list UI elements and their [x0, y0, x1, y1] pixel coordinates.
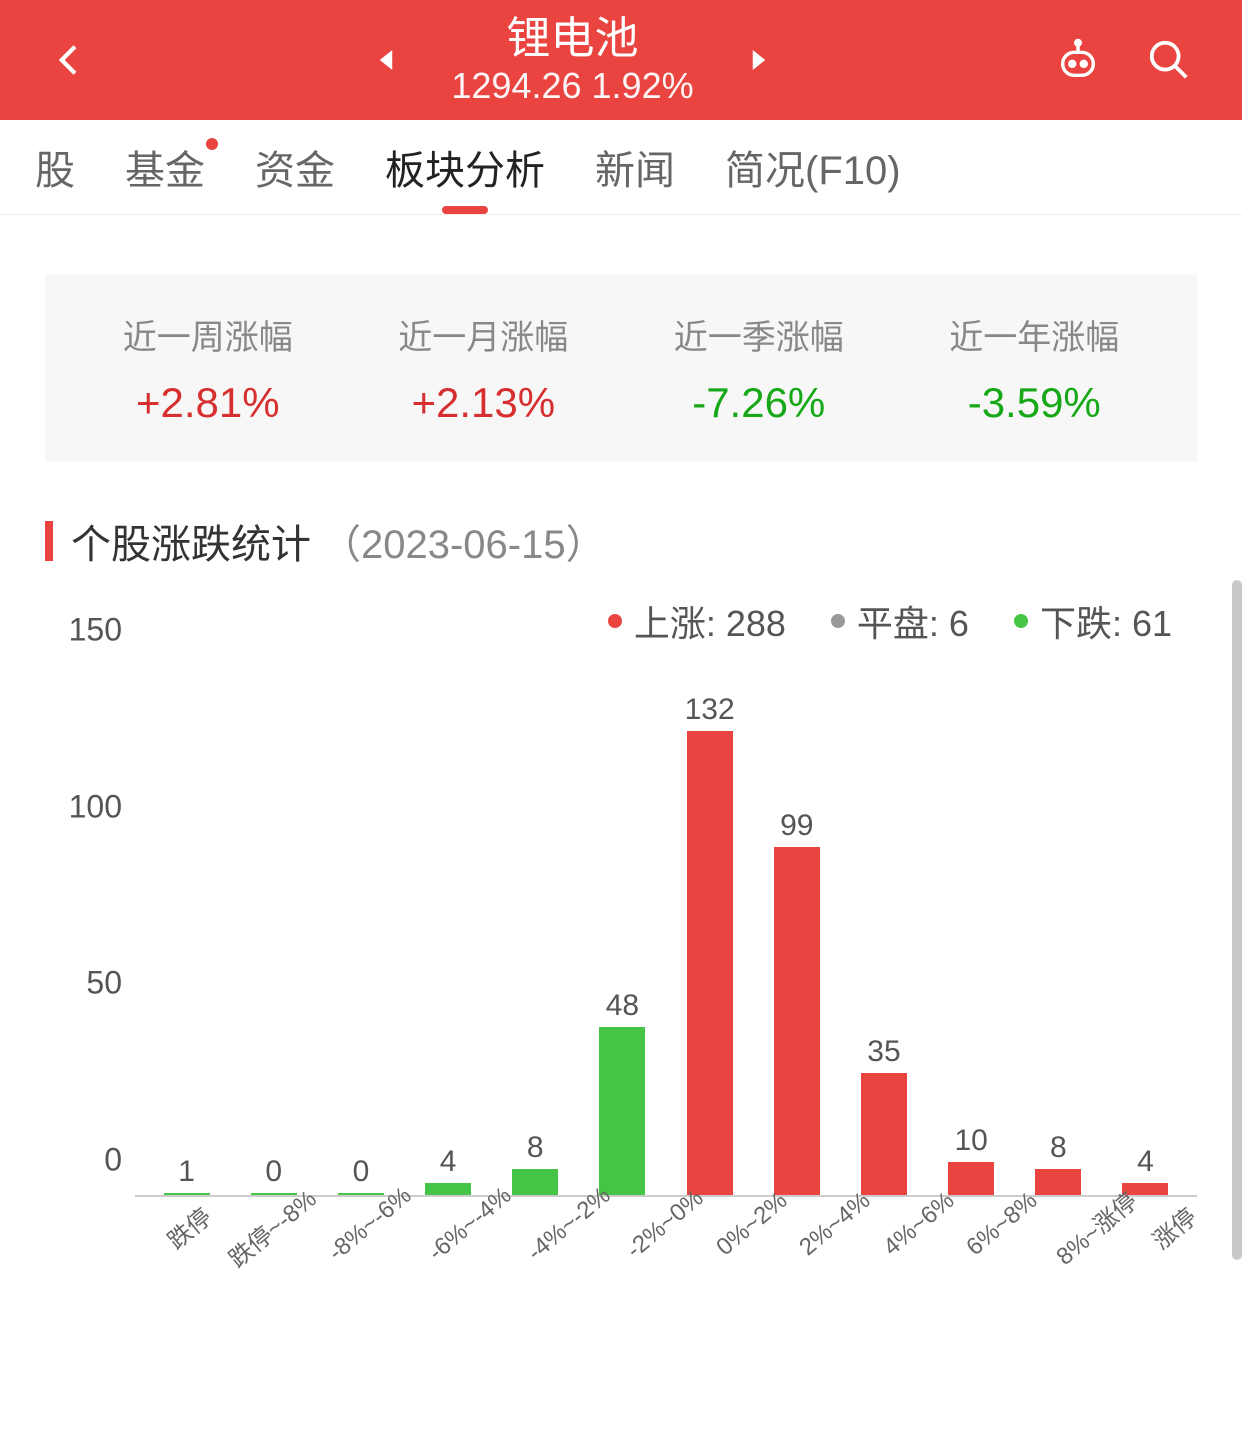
header-center: 锂电池 1294.26 1.92%: [90, 13, 1055, 108]
chart-legend: 上涨: 288 平盘: 6 下跌: 61: [0, 595, 1242, 647]
bar-col: 132: [666, 667, 753, 1197]
stat-label: 近一周涨幅: [123, 310, 293, 359]
stat-value: +2.13%: [398, 379, 568, 427]
stat-col: 近一周涨幅 +2.81%: [123, 310, 293, 427]
bar-col: 99: [753, 667, 840, 1197]
bar-value: 8: [527, 1131, 544, 1165]
x-labels: 跌停跌停~-8%-8%~-6%-6%~-4%-4%~-2%-2%~0%0%~2%…: [135, 1197, 1197, 1287]
header-bar: 锂电池 1294.26 1.92%: [0, 0, 1242, 120]
tab-indicator: [442, 206, 488, 214]
bar: [687, 731, 733, 1197]
scrollbar-thumb[interactable]: [1232, 580, 1242, 1260]
tab-资金[interactable]: 资金: [230, 120, 360, 214]
clipped-content: [0, 225, 1242, 245]
stat-col: 近一月涨幅 +2.13%: [398, 310, 568, 427]
bar-col: 10: [928, 667, 1015, 1197]
legend-text: 上涨: 288: [634, 595, 786, 647]
bar: [861, 1073, 907, 1197]
y-tick: 100: [69, 788, 122, 825]
y-tick: 0: [104, 1142, 122, 1179]
bar-col: 35: [840, 667, 927, 1197]
bar-value: 48: [606, 989, 639, 1023]
bar: [512, 1169, 558, 1197]
stat-value: +2.81%: [123, 379, 293, 427]
bar-value: 132: [685, 693, 735, 727]
tab-股[interactable]: 股: [10, 120, 100, 214]
bar-value: 8: [1050, 1131, 1067, 1165]
next-icon[interactable]: [744, 45, 774, 75]
bar-col: 4: [405, 667, 492, 1197]
tab-简况(F10)[interactable]: 简况(F10): [700, 120, 926, 214]
bar-value: 10: [954, 1124, 987, 1158]
bar: [948, 1162, 994, 1197]
bar-col: 0: [317, 667, 404, 1197]
stat-col: 近一年涨幅 -3.59%: [949, 310, 1119, 427]
bar-col: 0: [230, 667, 317, 1197]
section-title: 个股涨跌统计（2023-06-15）: [45, 512, 1197, 570]
legend-dot: [608, 614, 622, 628]
legend-dot: [831, 614, 845, 628]
stat-label: 近一月涨幅: [398, 310, 568, 359]
stat-value: -7.26%: [674, 379, 844, 427]
stat-label: 近一季涨幅: [674, 310, 844, 359]
stat-col: 近一季涨幅 -7.26%: [674, 310, 844, 427]
bar-value: 4: [440, 1145, 457, 1179]
bar-col: 8: [1015, 667, 1102, 1197]
stat-value: -3.59%: [949, 379, 1119, 427]
y-tick: 150: [69, 612, 122, 649]
chart-area: 050100150 100484813299351084 跌停跌停~-8%-8%…: [40, 667, 1202, 1287]
robot-icon[interactable]: [1055, 37, 1101, 83]
legend-text: 下跌: 61: [1040, 595, 1172, 647]
bar-value: 99: [780, 809, 813, 843]
legend-item: 上涨: 288: [608, 595, 786, 647]
tab-板块分析[interactable]: 板块分析: [360, 120, 570, 214]
bar-col: 4: [1102, 667, 1189, 1197]
legend-item: 下跌: 61: [1014, 595, 1172, 647]
y-axis: 050100150: [40, 667, 130, 1197]
x-label: 涨停: [1139, 1194, 1242, 1302]
bar-value: 0: [265, 1155, 282, 1189]
prev-icon[interactable]: [371, 45, 401, 75]
bar-col: 48: [579, 667, 666, 1197]
bar: [599, 1027, 645, 1197]
bar-value: 0: [353, 1155, 370, 1189]
bar-value: 1: [178, 1155, 195, 1189]
bar-col: 8: [492, 667, 579, 1197]
plot: 100484813299351084: [135, 667, 1197, 1197]
stat-label: 近一年涨幅: [949, 310, 1119, 359]
search-icon[interactable]: [1146, 37, 1192, 83]
tab-bar: 股基金资金板块分析新闻简况(F10): [0, 120, 1242, 215]
bar: [1035, 1169, 1081, 1197]
legend-item: 平盘: 6: [831, 595, 969, 647]
legend-dot: [1014, 614, 1028, 628]
bar-col: 1: [143, 667, 230, 1197]
scrollbar-track[interactable]: [1232, 120, 1242, 1455]
back-icon[interactable]: [50, 40, 90, 80]
legend-text: 平盘: 6: [857, 595, 969, 647]
bar-value: 35: [867, 1035, 900, 1069]
header-subtitle: 1294.26 1.92%: [451, 65, 693, 107]
tab-新闻[interactable]: 新闻: [570, 120, 700, 214]
badge-dot: [206, 138, 218, 150]
period-stats-card: 近一周涨幅 +2.81% 近一月涨幅 +2.13% 近一季涨幅 -7.26% 近一年涨幅 -3…: [45, 275, 1197, 462]
bar-value: 4: [1137, 1145, 1154, 1179]
bar: [774, 847, 820, 1197]
tab-基金[interactable]: 基金: [100, 120, 230, 214]
y-tick: 50: [86, 965, 122, 1002]
header-title: 锂电池: [451, 13, 693, 66]
